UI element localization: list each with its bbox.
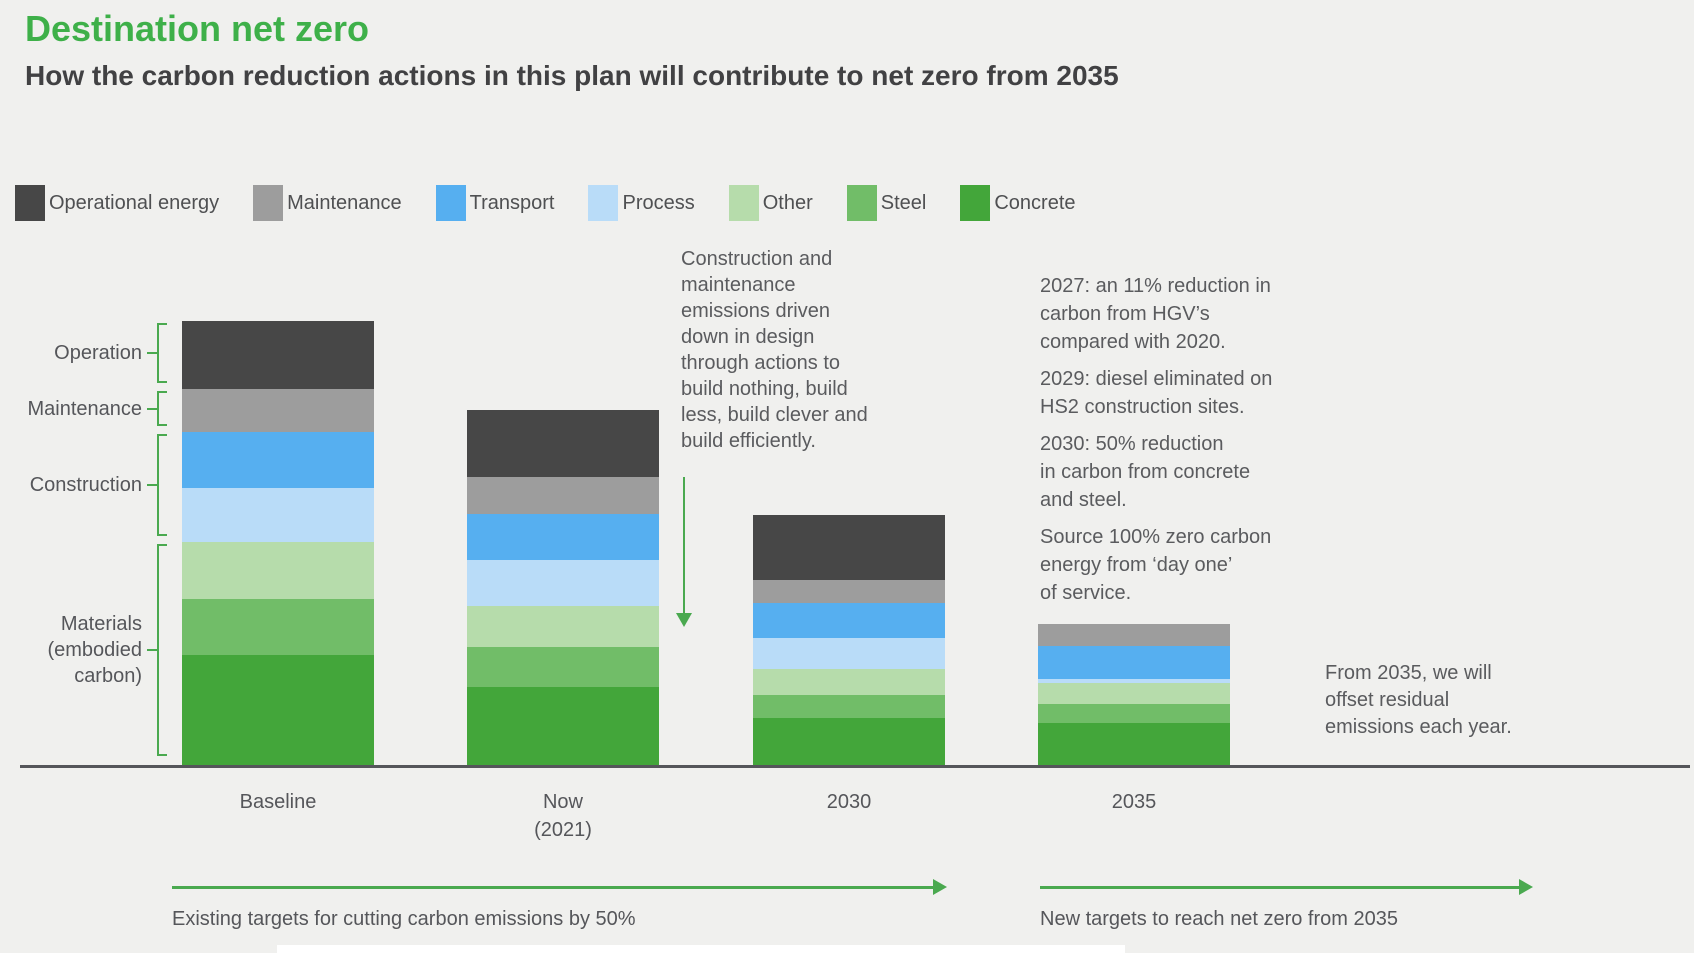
x-axis-line	[20, 765, 1690, 768]
legend-item-concrete: Concrete	[960, 185, 1076, 221]
bar-segment-other	[467, 606, 659, 647]
legend-swatch-icon	[253, 185, 284, 221]
group-bracket-operation	[157, 323, 167, 383]
bar-segment-concrete	[467, 687, 659, 765]
down-arrow-icon	[676, 613, 692, 627]
legend-item-label: Process	[622, 191, 695, 214]
bar-segment-steel	[182, 599, 374, 655]
legend-item-transport: Transport	[435, 185, 555, 221]
milestones-list: 2027: an 11% reduction in carbon from HG…	[1040, 272, 1320, 616]
group-bracket-materials	[157, 544, 167, 756]
bar-segment-other	[753, 669, 945, 695]
page-subtitle: How the carbon reduction actions in this…	[25, 60, 1119, 91]
legend-swatch-icon	[846, 185, 877, 221]
existing-targets-label: Existing targets for cutting carbon emis…	[172, 908, 636, 930]
legend-item-label: Steel	[880, 191, 927, 214]
bar-segment-process	[1038, 679, 1230, 683]
bar-segment-maintenance	[182, 389, 374, 432]
bar-segment-concrete	[1038, 723, 1230, 765]
design-note: Construction and maintenance emissions d…	[681, 248, 868, 452]
group-label-maintenance: Maintenance	[27, 397, 142, 420]
bar-segment-concrete	[753, 718, 945, 765]
group-bracket-maintenance	[157, 391, 167, 426]
group-label-operation: Operation	[54, 342, 142, 364]
group-label-materials: Materials (embodied carbon)	[47, 613, 142, 687]
milestone-2029: 2029: diesel eliminated on HS2 construct…	[1040, 368, 1273, 418]
bar-segment-concrete	[182, 655, 374, 765]
bar-now	[467, 410, 659, 765]
bar-segment-transport	[467, 514, 659, 560]
bar-segment-maintenance	[467, 477, 659, 514]
milestone-energy: Source 100% zero carbon energy from ‘day…	[1040, 526, 1272, 604]
group-bracket-construction	[157, 434, 167, 536]
group-bracket-tick	[147, 352, 157, 354]
offset-note: From 2035, we will offset residual emiss…	[1325, 662, 1512, 738]
legend-swatch-icon	[728, 185, 759, 221]
legend-swatch-icon	[960, 185, 991, 221]
legend-item-label: Maintenance	[287, 191, 402, 214]
existing-targets-arrow-icon	[933, 879, 947, 895]
legend-swatch-icon	[588, 185, 619, 221]
bottom-white-strip	[277, 945, 1125, 953]
bar-2030	[753, 515, 945, 765]
legend-item-label: Other	[762, 191, 813, 214]
bar-segment-maintenance	[753, 580, 945, 603]
bar-segment-other	[182, 542, 374, 599]
legend-swatch-icon	[15, 185, 45, 221]
group-label-construction: Construction	[29, 474, 142, 496]
down-arrow-line	[683, 477, 685, 615]
legend-item-process: Process	[588, 185, 695, 221]
bar-segment-other	[1038, 683, 1230, 704]
bar-segment-steel	[1038, 704, 1230, 723]
bar-segment-operational-energy	[182, 321, 374, 389]
group-bracket-tick	[147, 407, 157, 410]
bar-segment-process	[467, 560, 659, 606]
x-axis-label: 2035	[1111, 791, 1157, 813]
bar-segment-process	[753, 638, 945, 669]
bar-segment-operational-energy	[753, 515, 945, 580]
x-axis-label: Baseline	[239, 791, 317, 813]
bar-baseline	[182, 321, 374, 765]
legend-item-steel: Steel	[846, 185, 927, 221]
legend-item-operational-energy: Operational energy	[15, 185, 219, 221]
bar-segment-transport	[1038, 646, 1230, 679]
bar-segment-steel	[753, 695, 945, 718]
existing-targets-arrow-line	[172, 886, 934, 889]
bar-segment-maintenance	[1038, 624, 1230, 646]
bar-segment-steel	[467, 647, 659, 687]
milestone-2027: 2027: an 11% reduction in carbon from HG…	[1040, 275, 1271, 353]
bar-segment-operational-energy	[467, 410, 659, 477]
new-targets-arrow-icon	[1519, 879, 1533, 895]
x-axis-label: 2030	[826, 791, 872, 813]
new-targets-label: New targets to reach net zero from 2035	[1040, 908, 1398, 930]
legend: Operational energy Maintenance Transport Pr…	[15, 185, 1076, 221]
bar-segment-process	[182, 488, 374, 542]
page-title: Destination net zero	[25, 8, 370, 49]
legend-item-other: Other	[728, 185, 813, 221]
legend-item-label: Concrete	[994, 191, 1076, 214]
legend-item-maintenance: Maintenance	[253, 185, 402, 221]
legend-item-label: Operational energy	[49, 191, 220, 214]
x-axis-label: Now (2021)	[534, 791, 592, 841]
group-bracket-tick	[147, 649, 157, 651]
milestone-2030: 2030: 50% reduction in carbon from concr…	[1040, 433, 1251, 511]
bar-segment-transport	[753, 603, 945, 638]
legend-item-label: Transport	[469, 191, 555, 214]
bar-segment-transport	[182, 432, 374, 488]
group-bracket-tick	[147, 484, 157, 486]
legend-swatch-icon	[435, 185, 466, 221]
new-targets-arrow-line	[1040, 886, 1520, 889]
bar-2035	[1038, 624, 1230, 765]
